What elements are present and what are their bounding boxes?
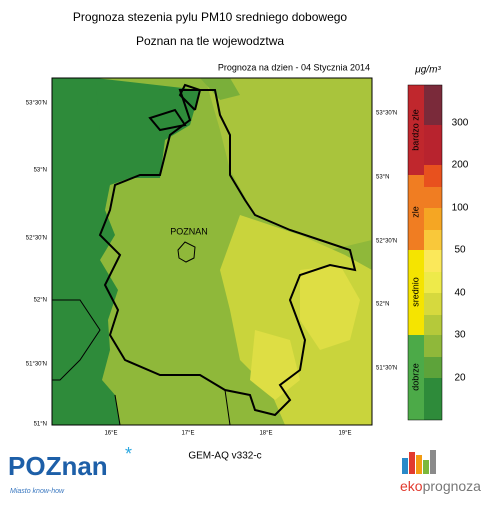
lat-label: 51°30'N (376, 366, 397, 372)
scale-label: 30 (454, 330, 466, 341)
category: dobrze (410, 363, 420, 391)
title: Prognoza stezenia pylu PM10 sredniego do… (73, 10, 348, 24)
lat-label: 53°N (34, 168, 47, 174)
unit: μg/m³ (414, 65, 441, 76)
legend: μg/m³ bardzo zle zle srednio dobrze 300 … (407, 65, 469, 421)
lon-label: 19°E (338, 431, 351, 437)
scale-label: 50 (454, 245, 466, 256)
lon-label: 16°E (104, 431, 117, 437)
logo-eko: eko (400, 478, 423, 494)
logo-text: POZnan (8, 451, 108, 481)
lat-label: 51°N (34, 422, 47, 428)
logo-text: ekoprognoza (400, 478, 481, 494)
date: Prognoza na dzien - 04 Stycznia 2014 (218, 62, 370, 72)
category: bardzo zle (410, 109, 420, 151)
lat-label: 51°30'N (26, 362, 47, 368)
logo-ekoprognoza: ekoprognoza (400, 450, 481, 494)
lat-label: 52°N (34, 298, 47, 304)
map: POZNAN (51, 77, 373, 426)
lon-label: 18°E (259, 431, 272, 437)
logo-prognoza: prognoza (423, 478, 482, 494)
lat-label: 52°30'N (26, 236, 47, 242)
lat-label: 53°30'N (376, 111, 397, 117)
logo-poznan: POZnan * Miasto know-how (8, 444, 132, 495)
scale-label: 20 (454, 373, 466, 384)
scale-label: 40 (454, 288, 466, 299)
lat-left: 53°30'N 53°N 52°30'N 52°N 51°30'N 51°N (26, 101, 47, 428)
scale-label: 300 (452, 118, 469, 129)
scale-label: 100 (452, 203, 469, 214)
lat-label: 52°N (376, 302, 389, 308)
tagline: Miasto know-how (10, 488, 65, 495)
scale-label: 200 (452, 160, 469, 171)
city-label: POZNAN (170, 226, 208, 236)
lat-right: 53°30'N 53°N 52°30'N 52°N 51°30'N (376, 111, 397, 372)
logo-star: * (125, 444, 132, 464)
lat-label: 53°30'N (26, 101, 47, 107)
lat-label: 52°30'N (376, 239, 397, 245)
model-label: GEM-AQ v332-c (188, 451, 261, 462)
lat-label: 53°N (376, 175, 389, 181)
lon-label: 17°E (181, 431, 194, 437)
subtitle: Poznan na tle wojewodztwa (136, 34, 284, 48)
lon-labels: 16°E 17°E 18°E 19°E (104, 431, 351, 437)
category: srednio (410, 277, 420, 307)
category: zle (410, 206, 420, 218)
